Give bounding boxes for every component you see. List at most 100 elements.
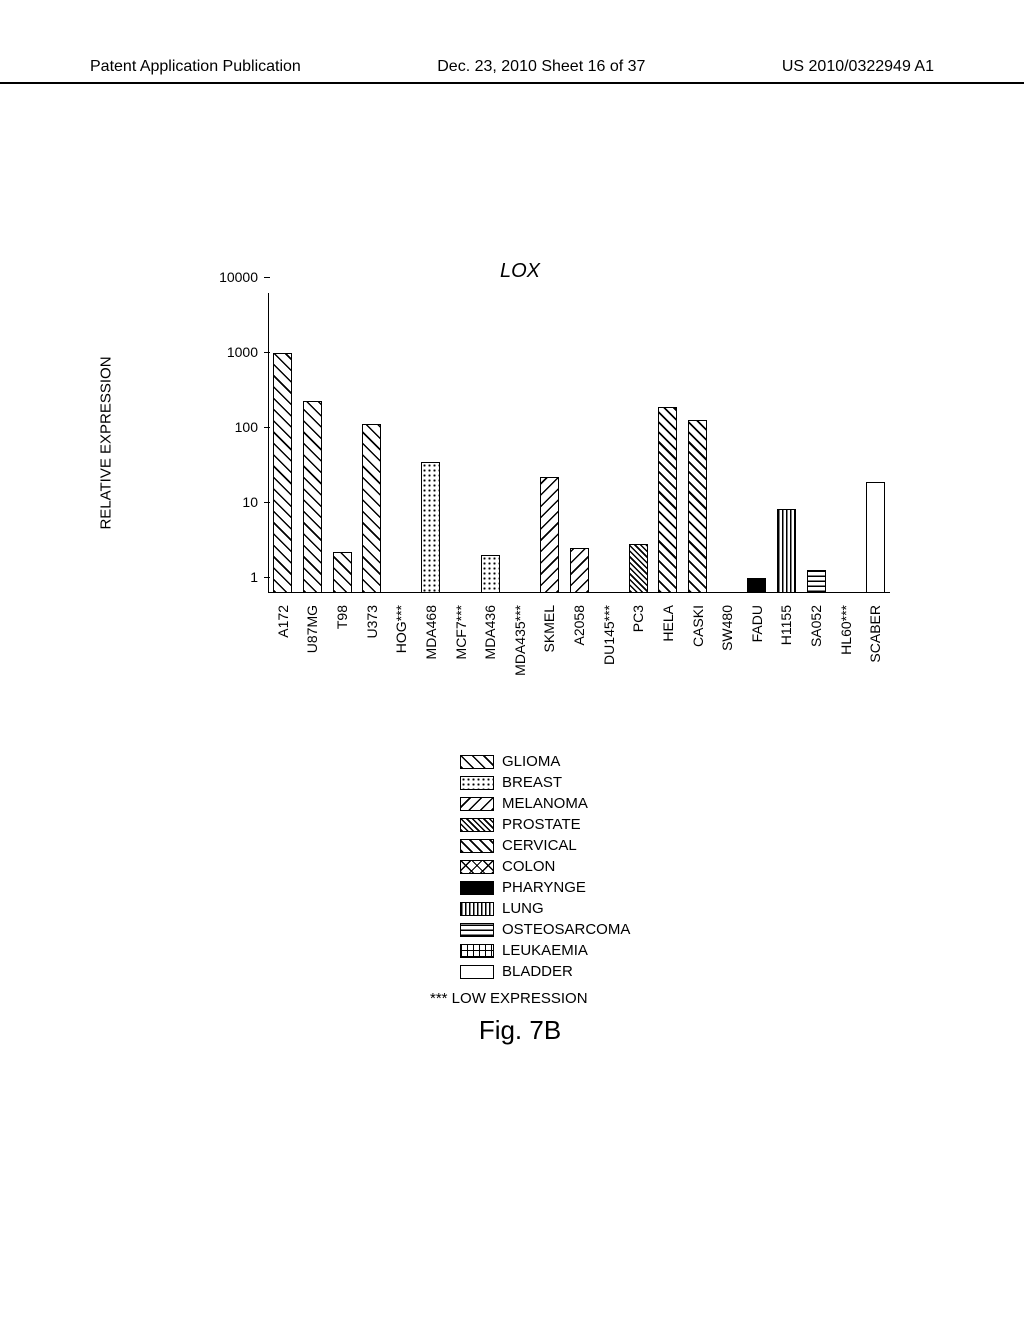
legend-row: LUNG bbox=[460, 900, 890, 917]
x-label: FADU bbox=[749, 599, 765, 642]
legend-row: COLON bbox=[460, 858, 890, 875]
bar-slot: A2058 bbox=[564, 293, 594, 593]
legend-row: OSTEOSARCOMA bbox=[460, 921, 890, 938]
legend-swatch bbox=[460, 944, 494, 958]
x-label: SCABER bbox=[867, 599, 883, 663]
legend-label: MELANOMA bbox=[502, 795, 588, 812]
legend-swatch bbox=[460, 839, 494, 853]
header-center: Dec. 23, 2010 Sheet 16 of 37 bbox=[437, 58, 645, 76]
legend-label: OSTEOSARCOMA bbox=[502, 921, 630, 938]
x-label: T98 bbox=[334, 599, 350, 629]
bar-slot: U373 bbox=[357, 293, 387, 593]
x-label: HL60*** bbox=[838, 599, 854, 655]
bar-slot: MDA435*** bbox=[505, 293, 535, 593]
legend-label: LEUKAEMIA bbox=[502, 942, 588, 959]
bar-slot: MDA468 bbox=[416, 293, 446, 593]
plot: 110100100010000 A172U87MGT98U373HOG***MD… bbox=[214, 293, 890, 593]
bar-slot: U87MG bbox=[298, 293, 328, 593]
y-tick: 10 bbox=[214, 494, 268, 510]
x-label: U87MG bbox=[304, 599, 320, 653]
bar-slot: HL60*** bbox=[831, 293, 861, 593]
x-label: HELA bbox=[660, 599, 676, 642]
legend-label: PHARYNGE bbox=[502, 879, 586, 896]
y-tick: 1 bbox=[214, 569, 268, 585]
bar-slot: A172 bbox=[268, 293, 298, 593]
legend-row: PHARYNGE bbox=[460, 879, 890, 896]
legend-label: PROSTATE bbox=[502, 816, 581, 833]
header-right: US 2010/0322949 A1 bbox=[782, 58, 934, 76]
bar-slot: HELA bbox=[653, 293, 683, 593]
legend-row: GLIOMA bbox=[460, 753, 890, 770]
x-label: MDA468 bbox=[423, 599, 439, 659]
bar-slot: SCABER bbox=[861, 293, 891, 593]
legend-row: PROSTATE bbox=[460, 816, 890, 833]
y-tick: 10000 bbox=[214, 269, 268, 285]
bar bbox=[481, 555, 500, 593]
bar-slot: MCF7*** bbox=[446, 293, 476, 593]
x-label: HOG*** bbox=[393, 599, 409, 653]
legend-swatch bbox=[460, 818, 494, 832]
legend-swatch bbox=[460, 797, 494, 811]
bar-slot: CASKI bbox=[683, 293, 713, 593]
y-axis-label: RELATIVE EXPRESSION bbox=[98, 356, 115, 529]
bar bbox=[570, 548, 589, 593]
bar bbox=[658, 407, 677, 593]
bar bbox=[807, 570, 826, 593]
footnote: *** LOW EXPRESSION bbox=[430, 990, 890, 1007]
legend-row: CERVICAL bbox=[460, 837, 890, 854]
x-label: U373 bbox=[364, 599, 380, 638]
bars-container: A172U87MGT98U373HOG***MDA468MCF7***MDA43… bbox=[268, 293, 890, 593]
bar-slot: SW480 bbox=[712, 293, 742, 593]
x-label: SA052 bbox=[808, 599, 824, 647]
x-label: H1155 bbox=[778, 599, 794, 645]
legend-swatch bbox=[460, 860, 494, 874]
bar bbox=[629, 544, 648, 593]
bar-slot: T98 bbox=[327, 293, 357, 593]
bar-slot: HOG*** bbox=[387, 293, 417, 593]
bar-slot: H1155 bbox=[772, 293, 802, 593]
bar bbox=[362, 424, 381, 593]
legend-label: LUNG bbox=[502, 900, 544, 917]
bar-slot: DU145*** bbox=[594, 293, 624, 593]
legend-swatch bbox=[460, 881, 494, 895]
plot-area: RELATIVE EXPRESSION 110100100010000 A172… bbox=[150, 293, 890, 593]
legend-label: BREAST bbox=[502, 774, 562, 791]
legend-swatch bbox=[460, 902, 494, 916]
x-label: CASKI bbox=[690, 599, 706, 647]
x-label: A172 bbox=[275, 599, 291, 638]
x-label: PC3 bbox=[630, 599, 646, 632]
bar bbox=[747, 578, 766, 593]
x-label: DU145*** bbox=[601, 599, 617, 665]
x-label: SKMEL bbox=[541, 599, 557, 652]
bar bbox=[333, 552, 352, 593]
legend: GLIOMA BREAST MELANOMA PROSTATE CERVICAL COLO… bbox=[460, 753, 890, 980]
y-tick: 100 bbox=[214, 419, 268, 435]
bar-slot: FADU bbox=[742, 293, 772, 593]
legend-label: CERVICAL bbox=[502, 837, 577, 854]
x-label: MCF7*** bbox=[453, 599, 469, 659]
page-header: Patent Application Publication Dec. 23, … bbox=[0, 58, 1024, 84]
lox-chart: LOX RELATIVE EXPRESSION 110100100010000 … bbox=[150, 260, 890, 1046]
legend-swatch bbox=[460, 923, 494, 937]
legend-label: COLON bbox=[502, 858, 555, 875]
bar-slot: MDA436 bbox=[475, 293, 505, 593]
header-left: Patent Application Publication bbox=[90, 58, 301, 76]
x-label: MDA436 bbox=[482, 599, 498, 659]
bar-slot: SA052 bbox=[801, 293, 831, 593]
bar bbox=[866, 482, 885, 593]
x-label: SW480 bbox=[719, 599, 735, 651]
y-tick: 1000 bbox=[214, 344, 268, 360]
bar-slot: PC3 bbox=[624, 293, 654, 593]
legend-swatch bbox=[460, 965, 494, 979]
bar-slot: SKMEL bbox=[535, 293, 565, 593]
x-label: MDA435*** bbox=[512, 599, 528, 676]
legend-row: LEUKAEMIA bbox=[460, 942, 890, 959]
y-axis: 110100100010000 bbox=[214, 293, 268, 593]
bar bbox=[421, 462, 440, 593]
x-label: A2058 bbox=[571, 599, 587, 645]
bar bbox=[303, 401, 322, 593]
bar bbox=[688, 420, 707, 593]
legend-row: BREAST bbox=[460, 774, 890, 791]
bar bbox=[777, 509, 796, 593]
legend-swatch bbox=[460, 755, 494, 769]
